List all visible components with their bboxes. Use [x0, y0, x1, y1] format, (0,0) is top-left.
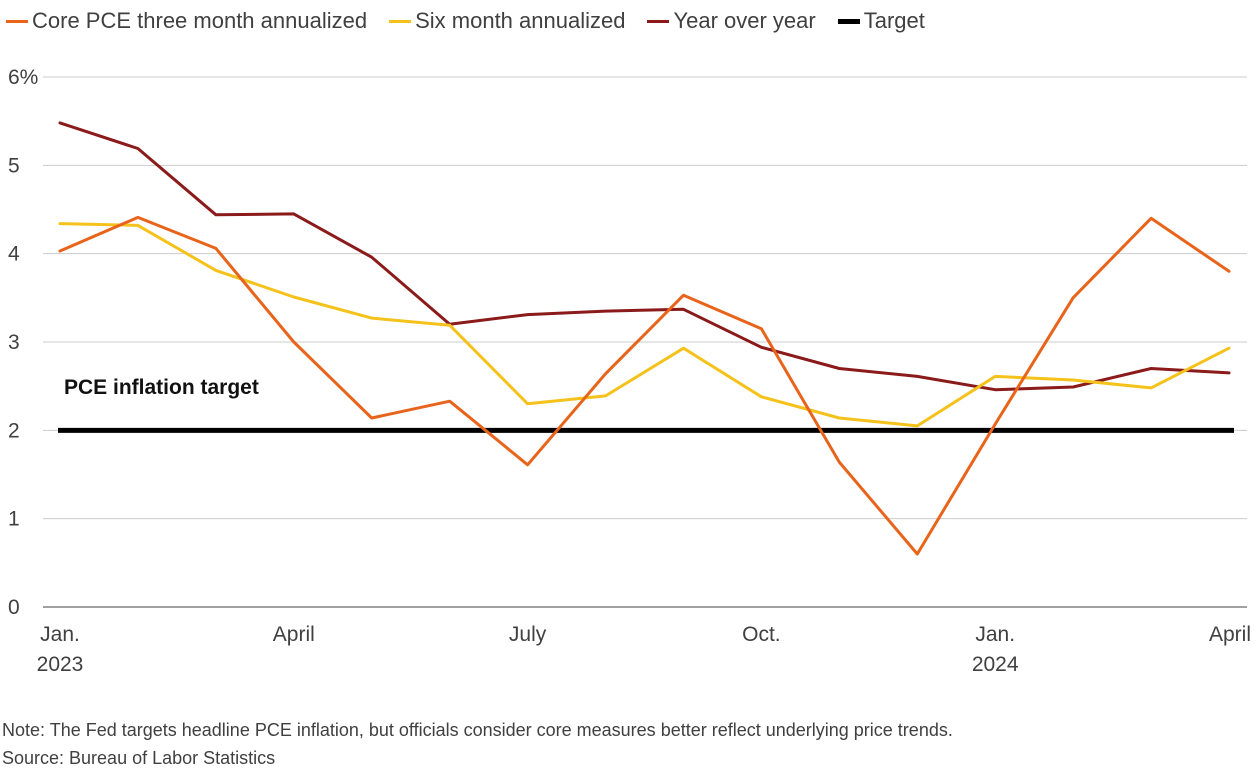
legend-item: Target — [837, 8, 925, 34]
legend-swatch — [647, 19, 670, 23]
x-tick-label: Oct. — [742, 623, 781, 646]
x-axis-tick-labels: Jan. 2023 April July Oct. Jan. 2024 April — [37, 623, 1251, 676]
x-tick-label: July — [509, 623, 547, 646]
y-tick-label: 3 — [8, 331, 20, 354]
y-tick-label: 1 — [8, 508, 20, 531]
source-line: Source: Bureau of Labor Statistics — [2, 748, 276, 768]
legend-item: Six month annualized — [389, 8, 625, 34]
legend-item: Year over year — [647, 8, 816, 34]
line-chart: 0 1 2 3 4 5 6% Jan. 2023 April July Oct. Jan. 2024 Ap… — [8, 66, 1251, 676]
legend-label: Core PCE three month annualized — [32, 8, 368, 33]
legend-swatch — [6, 19, 28, 23]
x-tick-label: Jan. — [40, 623, 80, 646]
y-tick-label: 4 — [8, 243, 20, 266]
x-tick-label: Jan. — [975, 623, 1015, 646]
y-tick-label: 5 — [8, 154, 20, 177]
x-tick-label: 2023 — [37, 653, 84, 676]
y-tick-label: 6% — [8, 66, 38, 89]
x-tick-label: 2024 — [972, 653, 1019, 676]
x-tick-label: April — [273, 623, 315, 646]
legend-label: Six month annualized — [415, 8, 626, 33]
legend: Core PCE three month annualized Six month… — [6, 8, 947, 34]
series-lines — [58, 121, 1234, 556]
y-tick-label: 2 — [8, 419, 20, 442]
footnote: Note: The Fed targets headline PCE infla… — [2, 720, 953, 740]
gridlines — [43, 76, 1247, 608]
y-tick-label: 0 — [8, 596, 20, 619]
legend-swatch — [837, 18, 860, 24]
annotations: PCE inflation target — [64, 376, 259, 399]
x-tick-label: April — [1209, 623, 1251, 646]
series-line-year-over-year — [58, 121, 1231, 392]
chart-footer: Note: The Fed targets headline PCE infla… — [2, 716, 953, 772]
series-line-six-month-annualized — [58, 222, 1231, 428]
legend-label: Year over year — [673, 8, 816, 33]
legend-item: Core PCE three month annualized — [6, 8, 367, 34]
legend-label: Target — [863, 8, 925, 33]
y-axis-tick-labels: 0 1 2 3 4 5 6% — [8, 66, 38, 619]
series-line-core-pce-three-month-annualized — [58, 215, 1231, 556]
target-annotation: PCE inflation target — [64, 376, 259, 399]
legend-swatch — [389, 19, 412, 23]
